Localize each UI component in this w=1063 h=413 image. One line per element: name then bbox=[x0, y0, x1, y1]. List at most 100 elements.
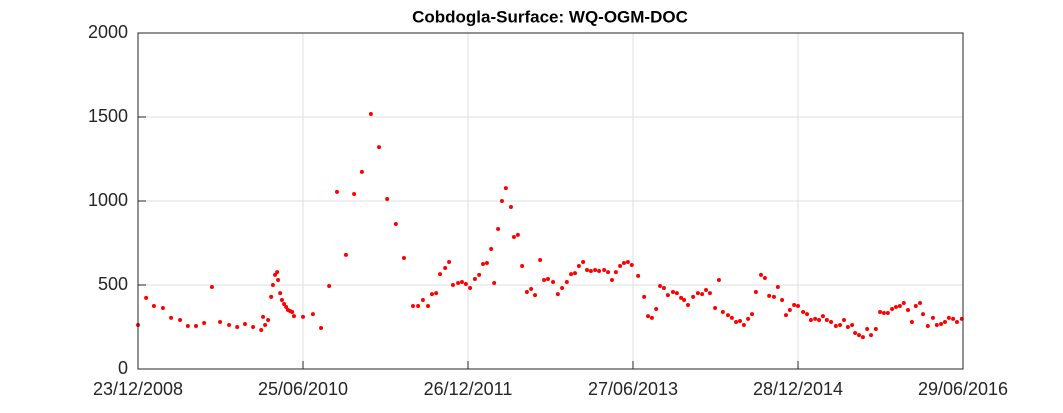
data-point bbox=[438, 272, 443, 277]
data-point bbox=[447, 259, 452, 264]
data-point bbox=[468, 286, 473, 291]
data-point bbox=[533, 293, 538, 298]
data-point bbox=[746, 316, 751, 321]
data-point bbox=[767, 293, 772, 298]
data-point bbox=[636, 273, 641, 278]
data-point bbox=[209, 285, 214, 290]
data-point bbox=[503, 186, 508, 191]
x-tick-label: 28/12/2014 bbox=[753, 379, 843, 399]
data-point bbox=[401, 255, 406, 260]
data-point bbox=[845, 325, 850, 329]
data-point bbox=[202, 320, 207, 325]
data-point bbox=[551, 279, 556, 284]
data-point bbox=[481, 262, 486, 266]
data-point bbox=[913, 304, 918, 308]
data-point bbox=[524, 290, 529, 295]
x-tick-label: 27/06/2013 bbox=[588, 379, 678, 399]
data-point bbox=[869, 333, 874, 338]
data-point bbox=[857, 333, 862, 338]
data-point bbox=[185, 323, 190, 328]
data-point bbox=[890, 307, 895, 312]
data-point bbox=[581, 259, 586, 264]
data-point bbox=[838, 322, 843, 327]
y-tick-label: 0 bbox=[118, 358, 128, 378]
data-point bbox=[385, 196, 390, 201]
data-point bbox=[771, 294, 776, 299]
data-point bbox=[276, 277, 281, 282]
data-point bbox=[411, 304, 415, 308]
data-point bbox=[829, 319, 834, 324]
data-point bbox=[792, 302, 797, 307]
data-point bbox=[266, 317, 271, 322]
data-point bbox=[368, 111, 373, 116]
data-point bbox=[885, 311, 890, 316]
data-point bbox=[796, 304, 800, 308]
data-point bbox=[261, 314, 266, 319]
data-point bbox=[865, 327, 870, 332]
data-point bbox=[593, 268, 598, 273]
data-point bbox=[282, 301, 287, 306]
data-point bbox=[393, 222, 398, 227]
data-point bbox=[251, 325, 256, 329]
data-point bbox=[492, 280, 497, 285]
data-point bbox=[682, 297, 687, 302]
data-point bbox=[813, 316, 818, 321]
data-point bbox=[670, 290, 675, 295]
data-point bbox=[515, 232, 520, 237]
data-point bbox=[951, 316, 956, 321]
data-point bbox=[734, 319, 739, 324]
data-point bbox=[301, 314, 305, 319]
data-point bbox=[878, 310, 883, 315]
data-point bbox=[850, 322, 855, 327]
data-point bbox=[841, 317, 846, 322]
data-point bbox=[496, 227, 501, 232]
data-point bbox=[780, 297, 785, 302]
data-point bbox=[569, 272, 574, 277]
data-point bbox=[377, 145, 382, 150]
data-point bbox=[665, 293, 670, 298]
data-point bbox=[625, 259, 630, 264]
data-point bbox=[833, 323, 838, 328]
data-point bbox=[420, 297, 425, 302]
data-point bbox=[273, 272, 278, 277]
data-point bbox=[901, 300, 906, 305]
data-point bbox=[194, 323, 199, 328]
data-point bbox=[759, 272, 764, 277]
data-point bbox=[443, 266, 448, 271]
data-point bbox=[284, 305, 289, 310]
data-point bbox=[649, 315, 654, 320]
y-tick-label: 1500 bbox=[88, 106, 128, 126]
tick-labels: 0 500 1000 1500 2000 23/12/2008 25/06/2010 26/1… bbox=[88, 22, 1008, 399]
data-point bbox=[881, 311, 886, 316]
data-point bbox=[629, 263, 634, 268]
data-point bbox=[808, 317, 813, 322]
data-point bbox=[725, 313, 730, 318]
data-point bbox=[290, 310, 295, 315]
y-tick-label: 500 bbox=[98, 274, 128, 294]
data-point bbox=[860, 335, 865, 340]
data-point bbox=[737, 318, 742, 323]
data-point bbox=[597, 269, 602, 274]
data-point bbox=[750, 312, 755, 317]
data-point bbox=[716, 277, 721, 282]
data-point bbox=[484, 260, 489, 265]
data-point bbox=[918, 300, 923, 305]
data-point bbox=[713, 306, 718, 311]
data-point bbox=[269, 294, 274, 299]
data-point bbox=[426, 304, 431, 308]
y-tick-label: 1000 bbox=[88, 190, 128, 210]
data-point bbox=[459, 279, 464, 284]
data-point bbox=[334, 189, 339, 194]
data-point bbox=[646, 314, 651, 319]
data-point bbox=[560, 286, 565, 291]
data-point bbox=[477, 272, 482, 277]
data-point bbox=[893, 305, 898, 310]
data-point bbox=[450, 283, 455, 287]
data-point bbox=[817, 317, 822, 322]
data-point bbox=[564, 279, 569, 284]
data-point bbox=[704, 288, 709, 293]
data-point bbox=[529, 287, 534, 292]
data-point bbox=[942, 319, 947, 324]
